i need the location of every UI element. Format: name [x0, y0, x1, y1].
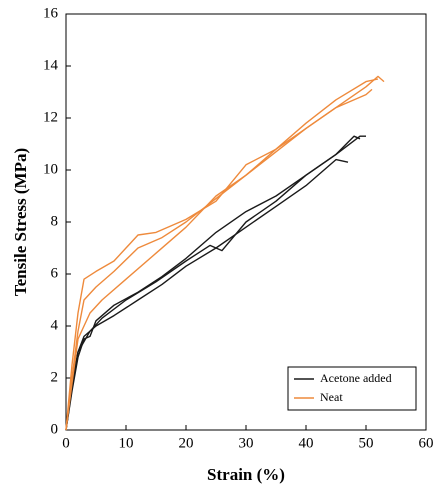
stress-strain-curve: [65, 88, 373, 431]
stress-strain-curve: [65, 158, 349, 431]
y-tick-label: 14: [43, 57, 59, 73]
stress-strain-curve: [65, 75, 385, 431]
y-tick-label: 6: [51, 265, 59, 281]
legend-label: Neat: [320, 390, 343, 404]
legend-box: [287, 366, 417, 411]
x-tick-label: 20: [179, 435, 194, 451]
stress-strain-curve: [65, 78, 379, 431]
stress-strain-curve: [65, 135, 366, 431]
legend-label: Acetone added: [320, 371, 392, 385]
y-tick-label: 8: [51, 213, 59, 229]
y-tick-label: 4: [51, 317, 59, 333]
x-axis-title: Strain (%): [207, 465, 285, 484]
x-tick-label: 50: [359, 435, 374, 451]
x-tick-label: 40: [299, 435, 314, 451]
y-tick-label: 2: [51, 369, 59, 385]
y-tick-label: 12: [43, 109, 58, 125]
x-tick-label: 10: [119, 435, 134, 451]
y-axis-title: Tensile Stress (MPa): [11, 148, 30, 296]
x-tick-label: 60: [419, 435, 434, 451]
x-tick-label: 30: [239, 435, 254, 451]
y-tick-label: 0: [51, 421, 59, 437]
y-tick-label: 10: [43, 161, 58, 177]
y-tick-label: 16: [43, 5, 59, 21]
x-tick-label: 0: [62, 435, 70, 451]
